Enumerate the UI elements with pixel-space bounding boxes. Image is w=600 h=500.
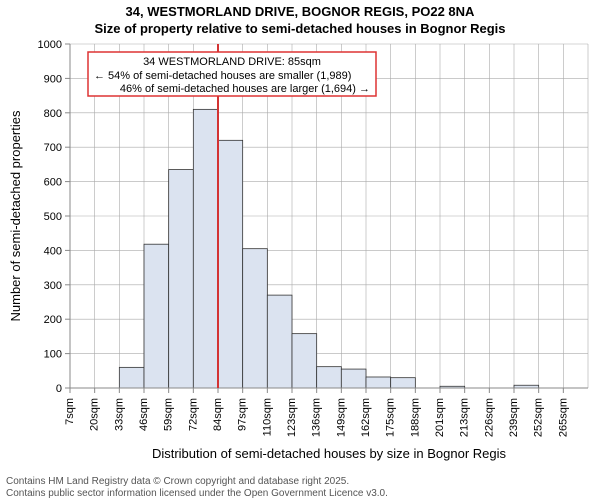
svg-text:252sqm: 252sqm xyxy=(533,398,545,437)
svg-text:201sqm: 201sqm xyxy=(434,398,446,437)
svg-text:700: 700 xyxy=(44,142,62,154)
svg-text:500: 500 xyxy=(44,211,62,223)
chart-title: 34, WESTMORLAND DRIVE, BOGNOR REGIS, PO2… xyxy=(126,4,475,19)
x-axis-label: Distribution of semi-detached houses by … xyxy=(152,446,507,461)
svg-text:400: 400 xyxy=(44,245,62,257)
annotation-line1: 34 WESTMORLAND DRIVE: 85sqm xyxy=(143,56,321,68)
histogram-chart: 34, WESTMORLAND DRIVE, BOGNOR REGIS, PO2… xyxy=(0,0,600,500)
svg-text:7sqm: 7sqm xyxy=(64,398,76,425)
footer-line2: Contains public sector information licen… xyxy=(6,488,388,499)
svg-text:200: 200 xyxy=(44,314,62,326)
svg-text:600: 600 xyxy=(44,177,62,189)
svg-text:239sqm: 239sqm xyxy=(508,398,520,437)
svg-text:84sqm: 84sqm xyxy=(212,398,224,431)
svg-text:300: 300 xyxy=(44,280,62,292)
annotation-box: 34 WESTMORLAND DRIVE: 85sqm ← 54% of sem… xyxy=(88,52,376,96)
svg-text:97sqm: 97sqm xyxy=(237,398,249,431)
svg-text:72sqm: 72sqm xyxy=(187,398,199,431)
footer-line1: Contains HM Land Registry data © Crown c… xyxy=(6,476,349,487)
chart-subtitle: Size of property relative to semi-detach… xyxy=(94,21,505,36)
svg-text:110sqm: 110sqm xyxy=(261,398,273,436)
annotation-line2: ← 54% of semi-detached houses are smalle… xyxy=(94,70,351,82)
svg-text:136sqm: 136sqm xyxy=(311,398,323,437)
svg-text:162sqm: 162sqm xyxy=(360,398,372,437)
svg-text:175sqm: 175sqm xyxy=(385,398,397,437)
svg-text:213sqm: 213sqm xyxy=(459,398,471,437)
x-axis-ticks: 7sqm 20sqm 33sqm 46sqm 59sqm 72sqm 84sqm 97sqm 1… xyxy=(64,388,569,437)
svg-text:0: 0 xyxy=(56,383,62,395)
svg-text:226sqm: 226sqm xyxy=(483,398,495,437)
svg-text:149sqm: 149sqm xyxy=(335,398,347,437)
annotation-line3: 46% of semi-detached houses are larger (… xyxy=(120,83,370,95)
svg-text:59sqm: 59sqm xyxy=(163,398,175,431)
svg-text:20sqm: 20sqm xyxy=(89,398,101,431)
svg-text:1000: 1000 xyxy=(38,39,62,51)
bars-group xyxy=(119,109,538,388)
svg-text:123sqm: 123sqm xyxy=(286,398,298,437)
y-axis-label: Number of semi-detached properties xyxy=(8,110,23,321)
svg-text:33sqm: 33sqm xyxy=(113,398,125,431)
svg-text:46sqm: 46sqm xyxy=(138,398,150,431)
svg-text:900: 900 xyxy=(44,73,62,85)
y-axis-ticks: 0 100 200 300 400 500 600 700 800 900 1000 xyxy=(38,39,70,395)
svg-text:800: 800 xyxy=(44,108,62,120)
svg-text:265sqm: 265sqm xyxy=(557,398,569,437)
svg-text:100: 100 xyxy=(44,349,62,361)
svg-text:188sqm: 188sqm xyxy=(409,398,421,437)
